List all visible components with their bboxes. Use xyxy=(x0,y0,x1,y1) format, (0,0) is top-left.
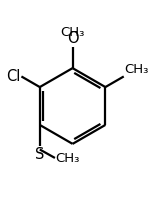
Text: CH₃: CH₃ xyxy=(56,152,80,165)
Text: CH₃: CH₃ xyxy=(124,63,149,76)
Text: CH₃: CH₃ xyxy=(60,26,85,39)
Text: Cl: Cl xyxy=(6,69,21,84)
Text: O: O xyxy=(67,31,78,46)
Text: S: S xyxy=(35,147,44,162)
